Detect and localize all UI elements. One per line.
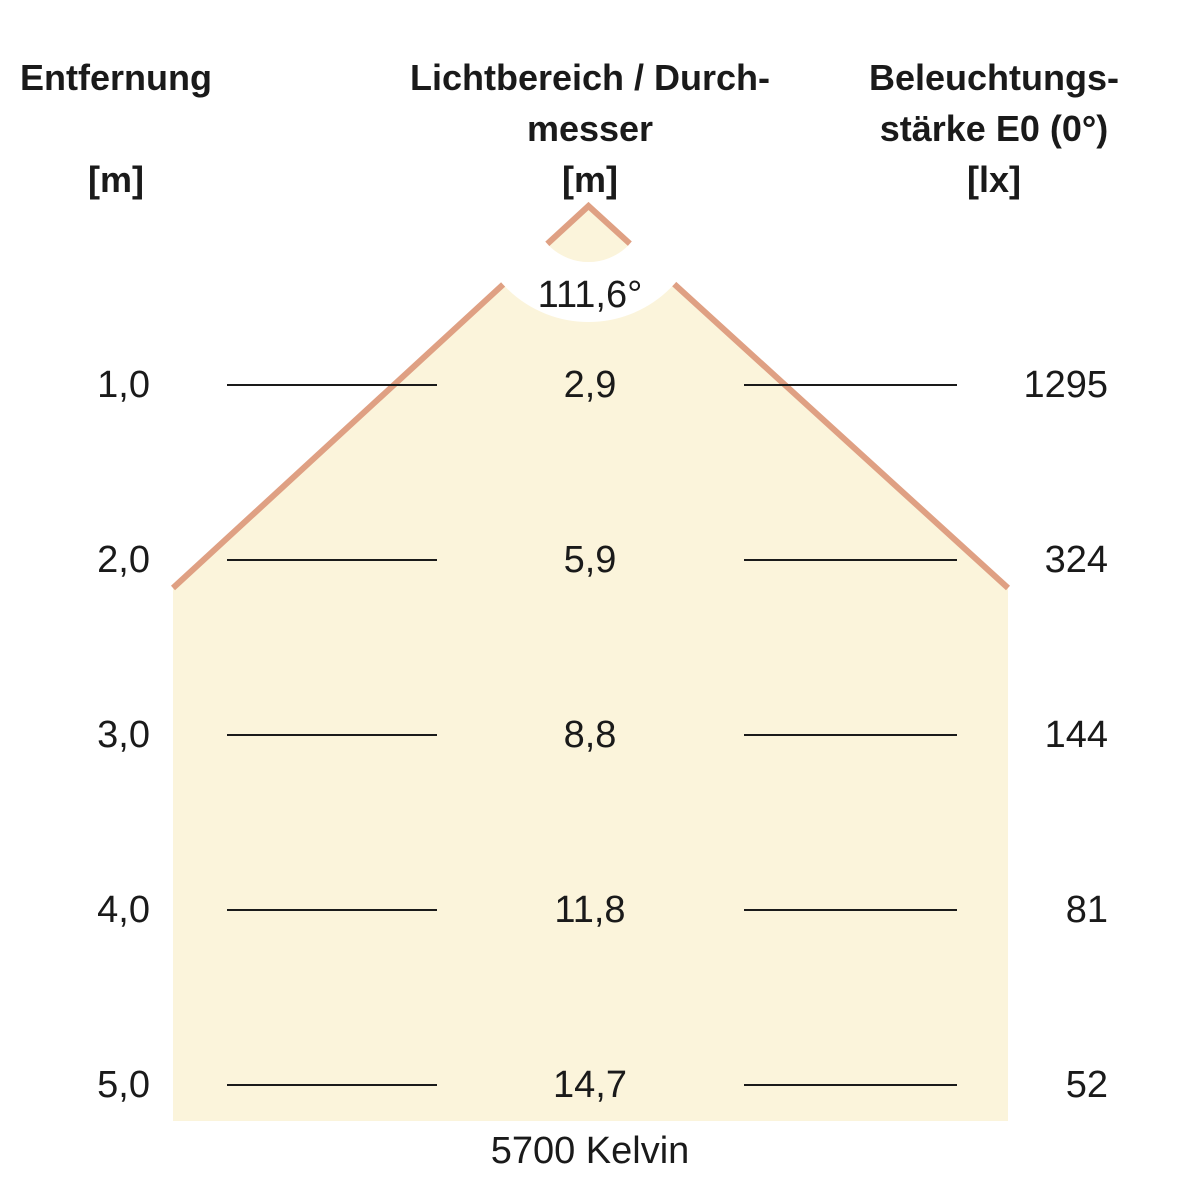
header-distance-unit: [m] — [88, 159, 144, 200]
illuminance-value: 81 — [1065, 889, 1108, 931]
header-distance-column: Entfernung [m] — [6, 52, 226, 205]
header-distance-title: Entfernung — [20, 57, 212, 98]
header-diameter-unit: [m] — [562, 159, 618, 200]
table-row: 5,0 14,7 52 — [0, 1060, 1182, 1110]
distance-value: 3,0 — [97, 714, 150, 756]
tick-line-right — [744, 384, 957, 386]
illuminance-value: 144 — [1044, 714, 1108, 756]
beam-angle-value: 111,6° — [537, 274, 643, 316]
header-illuminance-unit: [lx] — [967, 159, 1021, 200]
tick-line-left — [227, 734, 437, 736]
distance-value: 4,0 — [97, 889, 150, 931]
color-temperature-label: 5700 Kelvin — [490, 1130, 690, 1172]
distance-value: 1,0 — [97, 364, 150, 406]
tick-line-left — [227, 909, 437, 911]
light-cone-edge — [170, 201, 1011, 591]
distance-value: 2,0 — [97, 539, 150, 581]
diameter-value: 14,7 — [553, 1064, 627, 1106]
header-diameter-column: Lichtbereich / Durch- messer [m] — [360, 52, 820, 205]
tick-line-left — [227, 559, 437, 561]
tick-line-left — [227, 384, 437, 386]
header-illuminance-title-line1: Beleuchtungs- — [868, 57, 1119, 98]
tick-line-right — [744, 909, 957, 911]
header-diameter-title-line1: Lichtbereich / Durch- — [409, 57, 771, 98]
beam-angle-arc-cutout — [472, 90, 705, 322]
illuminance-value: 324 — [1044, 539, 1108, 581]
table-row: 1,0 2,9 1295 — [0, 360, 1182, 410]
distance-value: 5,0 — [97, 1064, 150, 1106]
tick-line-right — [744, 734, 957, 736]
tick-line-left — [227, 1084, 437, 1086]
diameter-value: 8,8 — [563, 714, 617, 756]
table-row: 3,0 8,8 144 — [0, 710, 1182, 760]
diameter-value: 11,8 — [554, 889, 626, 931]
tick-line-right — [744, 1084, 957, 1086]
illuminance-value: 52 — [1065, 1064, 1108, 1106]
header-illuminance-title-line2: stärke E0 (0°) — [879, 108, 1109, 149]
diameter-value: 2,9 — [563, 364, 617, 406]
header-distance-spacer — [6, 103, 226, 154]
header-illuminance-column: Beleuchtungs- stärke E0 (0°) [lx] — [806, 52, 1182, 205]
table-row: 4,0 11,8 81 — [0, 885, 1182, 935]
table-row: 2,0 5,9 324 — [0, 535, 1182, 585]
header-diameter-title-line2: messer — [526, 108, 654, 149]
tick-line-right — [744, 559, 957, 561]
light-cone-fill — [173, 206, 1008, 1121]
diameter-value: 5,9 — [563, 539, 617, 581]
illuminance-value: 1295 — [1023, 364, 1108, 406]
